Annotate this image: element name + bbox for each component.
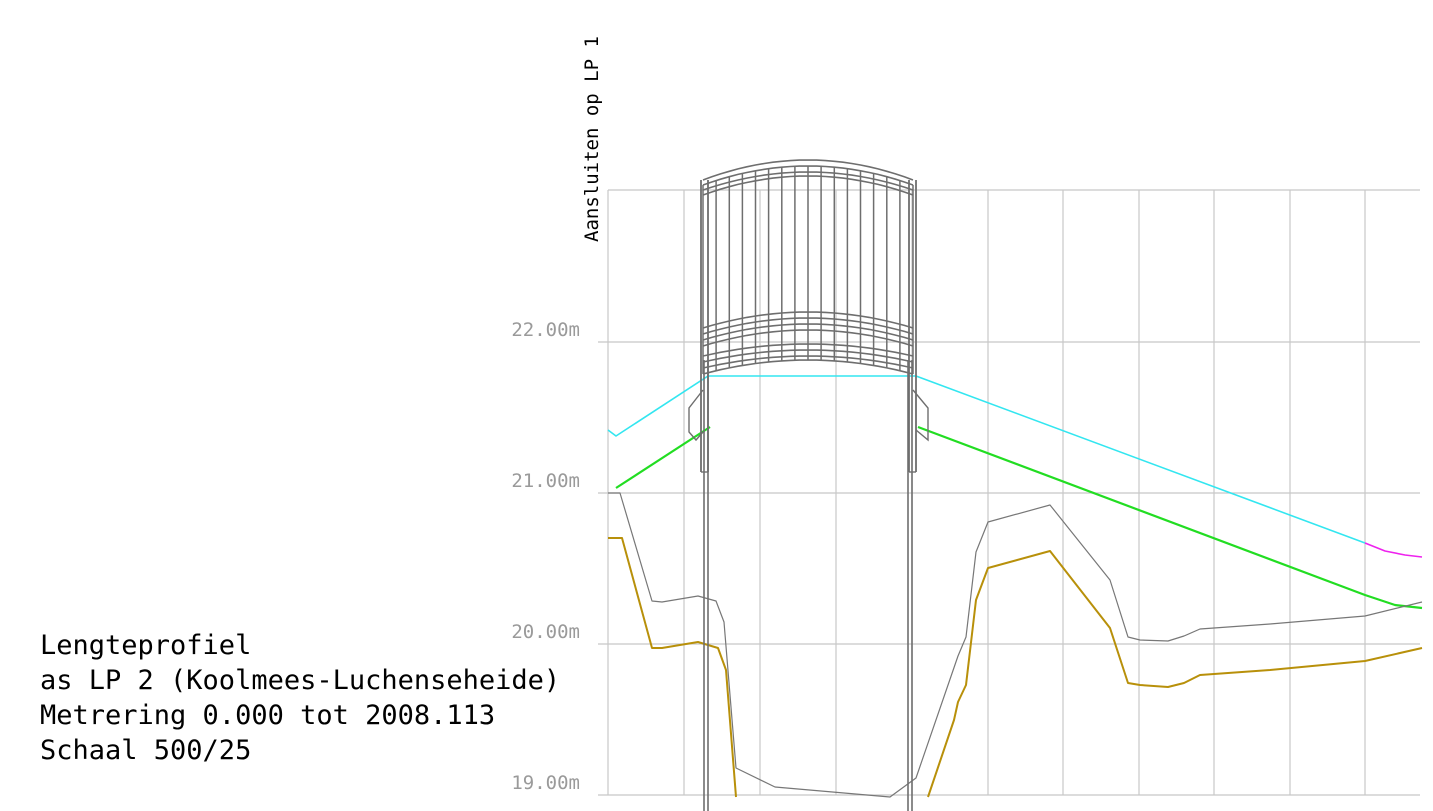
title-line-1: Lengteprofiel [40, 630, 252, 661]
green-profile-line-left [615, 426, 711, 489]
level-labels: 22.00m 21.00m 20.00m 19.00m [511, 319, 580, 794]
arch-top [702, 159, 914, 181]
level-label: 21.00m [511, 470, 580, 492]
level-label: 22.00m [511, 319, 580, 341]
wing-wall-left [688, 389, 704, 442]
grid [598, 189, 1420, 796]
title-line-4: Schaal 500/25 [40, 735, 252, 766]
magenta-profile-line [1364, 542, 1423, 558]
gold-profile-line-left [608, 537, 737, 798]
connect-note: Aansluiten op LP 1 [581, 36, 603, 242]
title-line-3: Metrering 0.000 tot 2008.113 [40, 700, 496, 731]
level-label: 20.00m [511, 621, 580, 643]
title-line-2: as LP 2 (Koolmees-Luchenseheide) [40, 665, 561, 696]
wing-wall-right [912, 389, 929, 442]
bridge-structure-icon [688, 159, 929, 811]
title-block: Lengteprofiel as LP 2 (Koolmees-Luchense… [40, 628, 560, 768]
cyan-profile-line [607, 375, 1366, 544]
green-profile-line-right [917, 425, 1423, 610]
level-label: 19.00m [511, 772, 580, 794]
profile-lines [607, 375, 1423, 798]
gray-profile-line [608, 492, 1423, 798]
gold-profile-line-right [927, 550, 1423, 798]
